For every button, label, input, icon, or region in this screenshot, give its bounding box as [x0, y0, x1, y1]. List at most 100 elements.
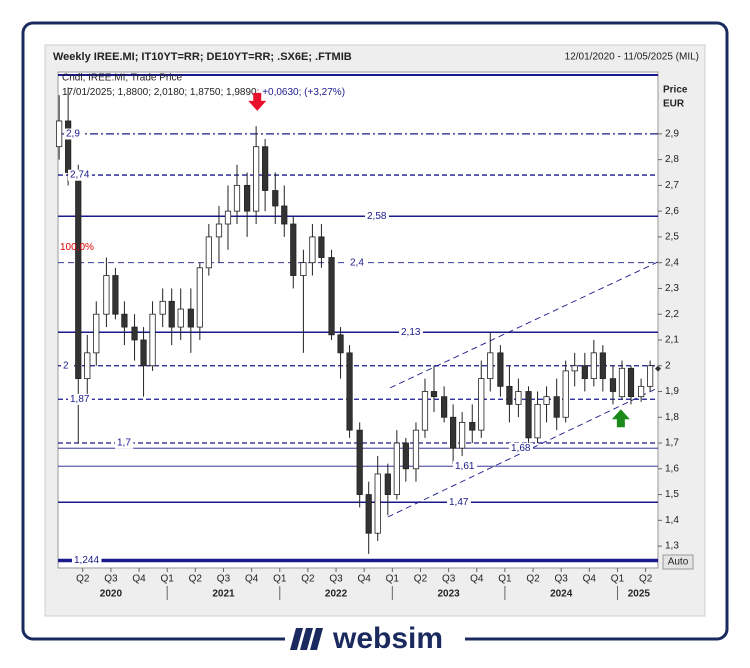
candle-body [374, 473, 381, 534]
logo-text: websim [332, 622, 443, 655]
y-tick-label: 1,5 [665, 489, 679, 500]
candle-body [177, 308, 184, 328]
candle-body [356, 429, 363, 495]
candle-body [365, 494, 372, 534]
candle-body [525, 391, 532, 439]
candle-body [627, 367, 635, 398]
candle-body [638, 385, 645, 398]
candle-body [478, 378, 485, 431]
level-label-bg [115, 437, 134, 449]
y-tick-label: 2,5 [665, 232, 679, 243]
candle-body [337, 334, 344, 354]
candle-body [393, 442, 400, 495]
legend: Cndl; IREE.MI; Trade Price [62, 73, 182, 84]
candle-body [562, 370, 569, 418]
y-tick-label: 1,4 [665, 515, 679, 526]
candle-body [84, 352, 91, 380]
candle-body [131, 326, 138, 341]
candle-body [75, 172, 82, 380]
candle-body [618, 367, 626, 398]
level-label-bg [399, 326, 423, 338]
candle-body [309, 236, 316, 264]
level-label: 1,47 [449, 497, 469, 508]
candle-body [272, 190, 279, 207]
chart-title: Weekly IREE.MI; IT10YT=RR; DE10YT=RR; .S… [53, 51, 352, 63]
candle-body [233, 184, 241, 212]
y-tick-label: 2,6 [665, 206, 679, 217]
candle-body [346, 352, 353, 431]
signal-arrow [248, 92, 267, 111]
candle-body [56, 120, 63, 148]
y-tick-label: 2,7 [665, 180, 679, 191]
candle-body [318, 236, 325, 258]
candle-body [506, 385, 513, 405]
y-axis-unit: EUR [663, 99, 685, 110]
info-change: +0,0630; (+3,27%) [262, 87, 345, 98]
candle-body [149, 313, 156, 367]
level-label: 2 [63, 360, 69, 371]
year-label: 2025 [628, 589, 651, 600]
candle-body [159, 300, 166, 315]
auto-button-label[interactable]: Auto [668, 557, 689, 568]
level-label-bg [72, 555, 102, 567]
x-tick-label: Q1 [498, 574, 512, 585]
year-label: 2022 [325, 589, 348, 600]
x-tick-label: Q3 [217, 574, 231, 585]
x-tick-label: Q2 [76, 574, 90, 585]
y-tick-label: 2,8 [665, 154, 679, 165]
candle-body [430, 391, 438, 398]
candle-body [571, 365, 578, 372]
annotation: 100,0% [60, 242, 94, 253]
y-axis-label: Price [663, 85, 688, 96]
candle-body [609, 378, 617, 392]
auto-button[interactable] [662, 554, 694, 570]
candle-body [140, 339, 147, 367]
x-tick-label: Q2 [301, 574, 315, 585]
candle-body [112, 275, 119, 315]
candle-body [543, 396, 550, 405]
level-label-bg [365, 210, 389, 222]
x-tick-label: Q4 [470, 574, 484, 585]
last-price-marker [655, 365, 661, 372]
year-label: 2023 [437, 589, 460, 600]
x-tick-label: Q2 [189, 574, 203, 585]
logo-mark [290, 628, 323, 650]
level-label-bg [447, 496, 471, 508]
y-tick-label: 2 [665, 360, 671, 371]
level-label: 2,13 [401, 327, 421, 338]
y-tick-label: 1,8 [665, 412, 679, 423]
info-line: 17/01/2025; 1,8800; 2,0180; 1,8750; 1,98… [62, 87, 345, 98]
candle-body [168, 300, 175, 328]
y-tick-label: 1,7 [665, 438, 679, 449]
candle-body [469, 422, 476, 431]
candle-body [487, 352, 494, 380]
year-label: 2021 [212, 589, 235, 600]
candle-body [205, 236, 212, 269]
year-label: 2020 [100, 589, 123, 600]
level-label-bg [61, 360, 71, 372]
candle-body [253, 146, 260, 212]
level-label: 1,7 [117, 438, 131, 449]
x-tick-label: Q4 [583, 574, 597, 585]
candle-body [459, 422, 466, 449]
x-tick-label: Q2 [526, 574, 540, 585]
x-tick-label: Q4 [132, 574, 146, 585]
level-label-bg [68, 393, 92, 405]
level-label-bg [348, 257, 367, 269]
x-tick-label: Q1 [273, 574, 287, 585]
x-tick-label: Q3 [329, 574, 343, 585]
x-tick-label: Q4 [358, 574, 372, 585]
x-tick-label: Q2 [414, 574, 428, 585]
candle-body [196, 267, 203, 328]
y-tick-label: 2,3 [665, 283, 679, 294]
level-label-bg [68, 169, 92, 181]
x-tick-label: Q3 [555, 574, 569, 585]
candle-body [187, 308, 194, 328]
level-label-bg [453, 460, 477, 472]
x-tick-label: Q2 [639, 574, 653, 585]
chart-subtitle: 12/01/2020 - 11/05/2025 (MIL) [565, 52, 699, 63]
level-label: 2,58 [367, 211, 387, 222]
x-tick-label: Q3 [104, 574, 118, 585]
y-tick-label: 2,4 [665, 257, 679, 268]
